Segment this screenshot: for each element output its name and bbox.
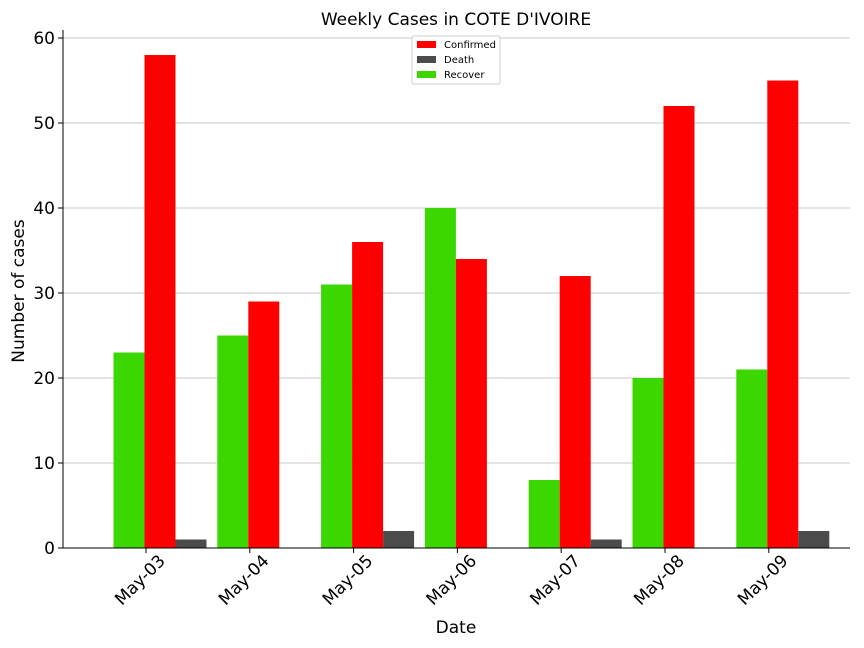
y-axis-label: Number of cases bbox=[9, 219, 29, 363]
y-tick-label: 10 bbox=[33, 454, 55, 474]
y-tick-labels: 0 10 20 30 40 50 60 bbox=[33, 29, 63, 559]
bar-death bbox=[590, 539, 622, 548]
bars bbox=[113, 55, 830, 548]
y-tick-label: 60 bbox=[33, 29, 55, 49]
x-tick-label: May-09 bbox=[734, 551, 792, 609]
bar-recover bbox=[528, 480, 560, 548]
legend-swatch bbox=[417, 71, 436, 78]
x-tick-label: May-06 bbox=[423, 551, 481, 609]
bar-recover bbox=[424, 208, 456, 548]
legend-label: Confirmed bbox=[444, 40, 496, 51]
chart-title: Weekly Cases in COTE D'IVOIRE bbox=[321, 10, 591, 30]
bar-confirmed bbox=[767, 80, 799, 548]
y-tick-label: 30 bbox=[33, 284, 55, 304]
bar-recover bbox=[217, 335, 249, 548]
bar-recover bbox=[321, 284, 353, 548]
x-tick-label: May-03 bbox=[111, 551, 169, 609]
x-tick-label: May-07 bbox=[526, 551, 584, 609]
bar-death bbox=[383, 531, 415, 548]
legend-swatch bbox=[417, 41, 436, 48]
legend-swatch bbox=[417, 56, 436, 63]
bar-death bbox=[798, 531, 830, 548]
bar-confirmed bbox=[352, 242, 384, 548]
legend-label: Death bbox=[444, 55, 474, 66]
bar-confirmed bbox=[663, 106, 695, 548]
bar-recover bbox=[736, 369, 768, 548]
axes bbox=[62, 30, 850, 549]
bar-confirmed bbox=[559, 276, 591, 548]
y-tick-label: 0 bbox=[44, 539, 55, 559]
x-axis-label: Date bbox=[436, 618, 477, 638]
legend: Confirmed Death Recover bbox=[411, 35, 501, 85]
bar-confirmed bbox=[144, 55, 176, 548]
x-tick-label: May-05 bbox=[319, 551, 377, 609]
x-tick-labels: May-03 May-04 May-05 May-06 May-07 May-08 May-… bbox=[111, 548, 792, 610]
bar-confirmed bbox=[248, 301, 280, 548]
bar-confirmed bbox=[455, 259, 487, 548]
x-tick-label: May-08 bbox=[630, 551, 688, 609]
bar-recover bbox=[632, 378, 664, 548]
legend-label: Recover bbox=[444, 70, 485, 81]
bar-death bbox=[175, 539, 207, 548]
y-tick-label: 40 bbox=[33, 199, 55, 219]
bar-recover bbox=[113, 352, 145, 548]
x-tick-label: May-04 bbox=[215, 551, 273, 609]
y-tick-label: 50 bbox=[33, 114, 55, 134]
y-tick-label: 20 bbox=[33, 369, 55, 389]
